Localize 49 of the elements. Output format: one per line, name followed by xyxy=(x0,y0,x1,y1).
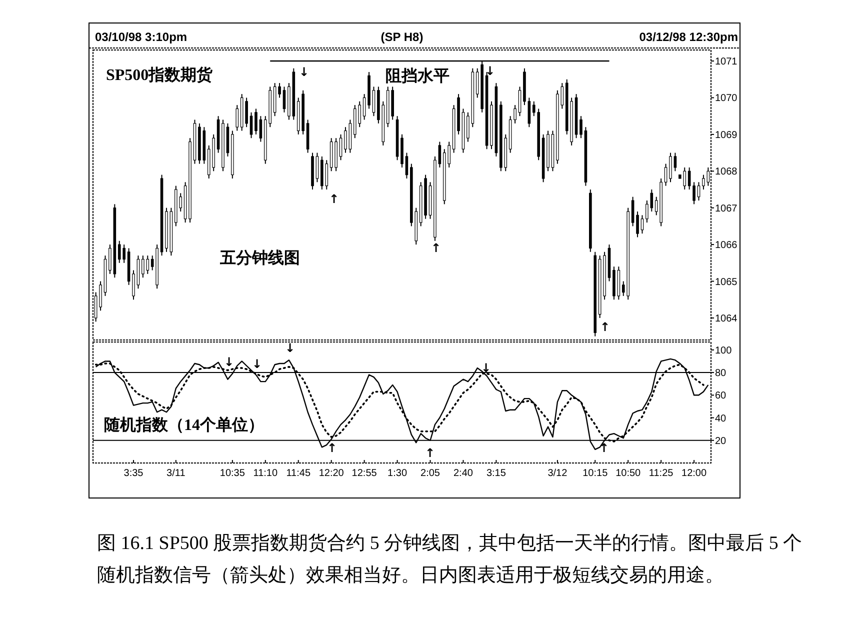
annotation: ↑ xyxy=(326,441,338,455)
x-tick-label: 11:10 xyxy=(253,468,278,479)
x-tick-label: 12:00 xyxy=(682,468,707,479)
y-tick-label: 1070 xyxy=(715,93,738,104)
annotation: ↓ xyxy=(224,355,234,369)
y-tick-label: 80 xyxy=(715,368,727,380)
annotation: ↓ xyxy=(480,361,492,375)
annotation: ↑ xyxy=(600,320,610,334)
annotation: ↑ xyxy=(424,446,436,460)
x-tick-label: 3/11 xyxy=(166,468,186,479)
y-tick-label: 1065 xyxy=(715,276,738,288)
x-tick-label: 12:55 xyxy=(352,468,378,479)
y-tick-label: 20 xyxy=(715,436,727,447)
y-tick-label: 100 xyxy=(715,345,732,356)
x-tick-label: 10:50 xyxy=(616,468,642,479)
y-tick-label: 1069 xyxy=(715,130,738,141)
caption: 图 16.1 SP500 股票指数期货合约 5 分钟线图，其中包括一天半的行情。图中最后 5 个随机指数信号（箭头处）效果相当好。日内图表适用于极短线交易的用途。 xyxy=(97,532,804,588)
x-tick-label: 3:15 xyxy=(486,468,506,479)
y-tick-label: 1066 xyxy=(715,240,738,252)
x-tick-label: 2:40 xyxy=(454,468,474,479)
y-tick-label: 1068 xyxy=(715,166,738,178)
annotation: 随机指数（14个单位） xyxy=(104,416,264,434)
y-tick-label: 60 xyxy=(715,390,727,402)
annotation: ↓ xyxy=(484,64,496,78)
x-tick-label: 1:30 xyxy=(388,468,408,479)
y-tick-label: 1064 xyxy=(715,313,738,324)
annotation: ↑ xyxy=(328,192,340,206)
text: 03/10/98 3:10pm xyxy=(95,30,188,44)
annotation: SP500指数期货 xyxy=(106,66,214,84)
x-tick-label: 2:05 xyxy=(420,468,440,479)
y-tick-label: 1067 xyxy=(715,203,738,214)
x-tick-label: 11:25 xyxy=(648,468,674,479)
annotation: ↑ xyxy=(598,441,610,455)
x-tick-label: 10:15 xyxy=(582,468,608,479)
y-tick-label: 1071 xyxy=(715,56,738,68)
text: 03/12/98 12:30pm xyxy=(639,30,738,44)
series-label: 阻挡水平 xyxy=(385,67,450,86)
x-tick-label: 3:35 xyxy=(124,468,144,479)
x-tick-label: 12:20 xyxy=(318,468,344,479)
annotation: 五分钟线图 xyxy=(219,249,300,267)
annotation: ↓ xyxy=(298,65,310,79)
x-tick-label: 10:35 xyxy=(220,468,246,479)
y-tick-label: 40 xyxy=(715,413,727,424)
annotation: ↓ xyxy=(284,341,296,355)
x-tick-label: 3/12 xyxy=(548,468,568,479)
x-tick-label: 11:45 xyxy=(286,468,311,479)
annotation: ↑ xyxy=(430,241,442,255)
annotation: ↓ xyxy=(252,357,262,371)
chart-title: (SP H8) xyxy=(380,30,424,44)
